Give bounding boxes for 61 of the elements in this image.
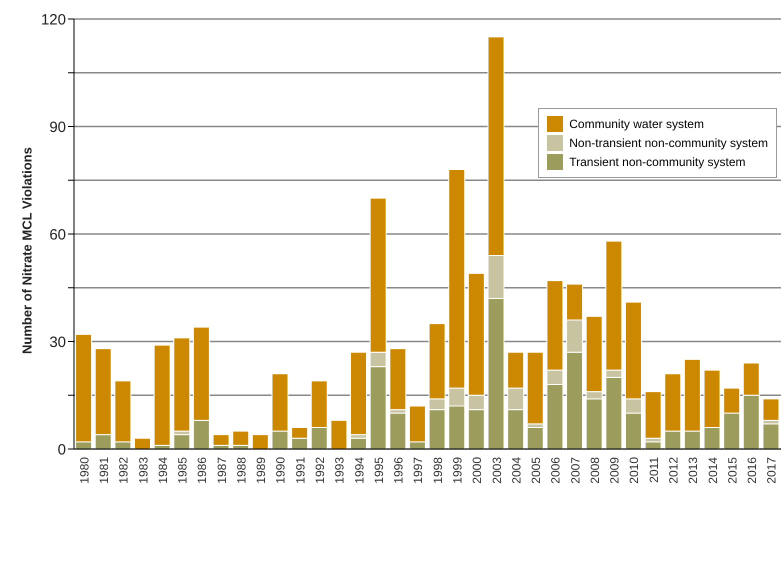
bar bbox=[389, 348, 406, 410]
x-tick-label: 1982 bbox=[116, 456, 131, 484]
bar bbox=[232, 430, 250, 446]
bar bbox=[526, 427, 544, 449]
x-tick-label: 2010 bbox=[627, 456, 642, 484]
bar bbox=[350, 352, 368, 436]
x-tick-label: 2009 bbox=[608, 456, 622, 484]
x-tick-label: 1989 bbox=[254, 456, 268, 484]
x-tick-label: 2005 bbox=[529, 456, 544, 484]
x-tick-label: 2013 bbox=[686, 456, 700, 484]
bar bbox=[173, 337, 190, 432]
x-tick-label: 1996 bbox=[392, 456, 406, 484]
x-tick-label: 1992 bbox=[313, 456, 328, 484]
x-tick-label: 1987 bbox=[214, 456, 229, 484]
bar bbox=[330, 420, 348, 449]
bar bbox=[173, 434, 190, 449]
x-tick-label: 2011 bbox=[646, 456, 661, 483]
x-tick-label: 1988 bbox=[234, 456, 248, 484]
x-tick-label: 2004 bbox=[509, 456, 524, 484]
x-tick-label: 1998 bbox=[430, 456, 445, 484]
x-tick-label: 1999 bbox=[450, 456, 464, 484]
bar bbox=[762, 423, 780, 449]
y-tick-label: 60 bbox=[49, 226, 66, 244]
x-tick-label: 1983 bbox=[136, 456, 150, 484]
y-tick-label: 90 bbox=[49, 118, 66, 136]
y-axis-title: Number of Nitrate MCL Violations bbox=[20, 147, 35, 354]
x-tick-label: 2012 bbox=[666, 456, 681, 484]
bar bbox=[389, 412, 406, 449]
legend-label: Community water system bbox=[569, 117, 704, 131]
bar bbox=[134, 438, 151, 449]
x-tick-label: 1986 bbox=[195, 456, 210, 484]
x-tick-label: 1981 bbox=[96, 456, 111, 484]
x-tick-label: 2015 bbox=[725, 456, 740, 484]
bar bbox=[252, 434, 269, 449]
x-tick-label: 1994 bbox=[352, 456, 366, 484]
y-tick-label: 0 bbox=[58, 441, 66, 458]
bar bbox=[644, 391, 662, 439]
legend-label: Transient non-community system bbox=[569, 155, 746, 169]
x-tick-label: 2003 bbox=[490, 456, 504, 484]
x-tick-label: 2017 bbox=[764, 456, 779, 484]
x-tick-label: 1997 bbox=[411, 456, 426, 484]
y-tick-label: 30 bbox=[49, 334, 66, 351]
x-tick-label: 1980 bbox=[77, 456, 92, 484]
x-tick-label: 1985 bbox=[176, 456, 190, 484]
x-tick-label: 1991 bbox=[293, 456, 308, 484]
x-tick-label: 1993 bbox=[332, 456, 347, 484]
x-tick-label: 2006 bbox=[548, 456, 563, 484]
x-tick-label: 2014 bbox=[706, 456, 720, 484]
bar bbox=[212, 434, 230, 446]
x-tick-label: 2008 bbox=[588, 456, 602, 484]
x-tick-label: 1990 bbox=[274, 456, 288, 484]
x-tick-label: 1984 bbox=[156, 456, 170, 484]
legend-label: Non-transient non-community system bbox=[569, 136, 768, 150]
x-tick-label: 2016 bbox=[745, 456, 760, 484]
x-tick-label: 2000 bbox=[470, 456, 484, 484]
bar bbox=[526, 352, 544, 424]
x-tick-label: 1995 bbox=[372, 456, 386, 484]
y-tick-label: 120 bbox=[40, 11, 66, 28]
bar bbox=[154, 344, 171, 446]
x-tick-label: 2007 bbox=[568, 456, 582, 484]
bar bbox=[762, 398, 780, 421]
